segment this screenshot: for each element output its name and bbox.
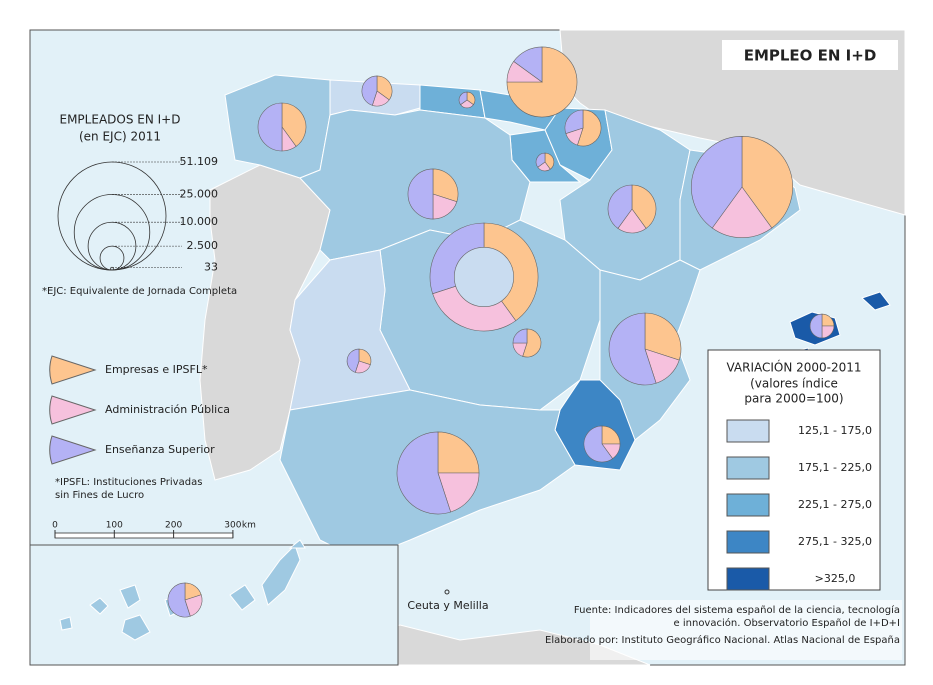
pie-sector [437, 431, 480, 474]
class-swatch [726, 567, 770, 591]
title: EMPLEO EN I+D [744, 47, 877, 65]
scale-label: 200 [165, 521, 182, 531]
pie-sector [396, 431, 452, 515]
island [121, 614, 151, 641]
pie-sector [281, 102, 307, 147]
class-label: 175,1 - 225,0 [798, 461, 872, 474]
class-legend-title: VARIACIÓN 2000-2011 [726, 360, 861, 375]
size-label: 25.000 [180, 187, 219, 200]
pie-sector [608, 312, 657, 386]
pie-sector [644, 312, 682, 361]
class-swatch [726, 493, 770, 517]
class-label: >325,0 [815, 572, 856, 585]
sector-swatch [49, 435, 97, 465]
size-label: 10.000 [180, 215, 219, 228]
sector-note: *IPSFL: Instituciones Privadas [55, 477, 202, 488]
france [559, 29, 906, 216]
size-label: 33 [204, 260, 218, 273]
sector-swatch [49, 355, 97, 385]
pie-sector [376, 75, 393, 101]
pie-sector [691, 136, 743, 229]
pie-sector [432, 168, 459, 203]
region [861, 291, 891, 311]
title-box [722, 40, 898, 70]
scale-bar [54, 532, 234, 539]
island [229, 584, 256, 611]
pie-sector [544, 152, 555, 170]
class-swatch [726, 530, 770, 554]
source: Elaborado por: Instituto Geográfico Naci… [545, 634, 900, 646]
pie-sector [607, 184, 633, 229]
island [59, 616, 73, 631]
pie-sector [809, 313, 823, 339]
scale-label: 0 [52, 521, 58, 531]
pie-sector [513, 46, 543, 83]
ceuta-label: Ceuta y Melilla [407, 599, 488, 612]
pie-sector [346, 348, 360, 373]
pie-sector [512, 328, 528, 344]
pie-sector [577, 109, 602, 147]
sector-label: Administración Pública [105, 403, 230, 416]
ceuta-marker [444, 589, 450, 595]
class-legend-subtitle: para 2000=100) [744, 392, 843, 406]
size-label: 2.500 [187, 239, 219, 252]
class-swatch [726, 419, 770, 443]
pie-sector [741, 136, 793, 229]
pie-sector [631, 184, 657, 229]
source: Fuente: Indicadores del sistema español … [574, 604, 900, 616]
pie-sector [407, 168, 434, 220]
class-label: 275,1 - 325,0 [798, 535, 872, 548]
class-label: 125,1 - 175,0 [798, 424, 872, 437]
class-swatch [726, 456, 770, 480]
island [288, 539, 306, 549]
scale-label: 300 [224, 521, 241, 531]
scale-label: 100 [106, 521, 123, 531]
pie-sector [257, 102, 283, 152]
class-legend-subtitle: (valores índice [750, 377, 838, 391]
source-box [590, 600, 902, 660]
donut-hole [453, 247, 514, 308]
scale-unit: km [242, 521, 256, 531]
island [261, 544, 301, 606]
pie-sector [535, 152, 546, 168]
size-label: 51.109 [180, 155, 219, 168]
pie-sector [583, 425, 614, 463]
island [119, 584, 141, 609]
pie-sector [601, 425, 621, 445]
pie-sector [711, 186, 773, 238]
pie-sector [458, 91, 468, 106]
sector-label: Empresas e IPSFL* [105, 363, 208, 376]
sector-swatch [49, 395, 97, 425]
pie-sector [506, 46, 578, 118]
pie-sector [437, 472, 480, 513]
sector-note: sin Fines de Lucro [55, 490, 144, 501]
size-legend-note: *EJC: Equivalente de Jornada Completa [42, 286, 237, 297]
source: e innovación. Observatorio Español de I+… [674, 617, 900, 629]
island [89, 597, 109, 615]
pie-sector [167, 582, 191, 618]
size-legend-title: EMPLEADOS EN I+D [60, 113, 181, 127]
pie-sector [361, 75, 378, 106]
sector-label: Enseñanza Superior [105, 443, 215, 456]
class-label: 225,1 - 275,0 [798, 498, 872, 511]
pie-sector [564, 109, 584, 134]
size-legend-subtitle: (en EJC) 2011 [79, 130, 161, 144]
canary-inset [29, 544, 399, 666]
